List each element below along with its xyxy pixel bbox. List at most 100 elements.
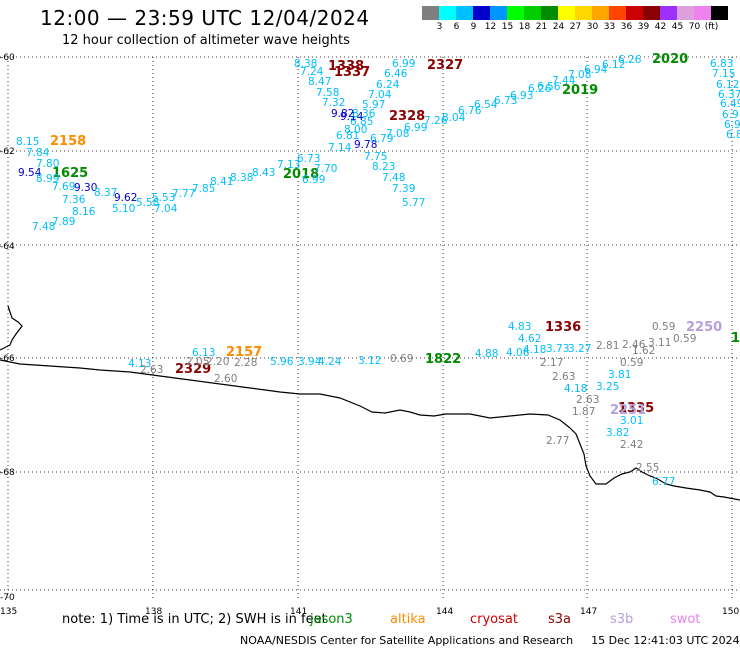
track-time-label: 2020 [652, 52, 688, 67]
wave-height-label: 6.46 [384, 68, 408, 80]
wave-height-label: 8.00 [344, 124, 367, 136]
legend-item-cryosat: cryosat [470, 612, 518, 627]
wave-height-label: 7.13 [277, 159, 300, 171]
wave-height-label: 0.59 [673, 333, 696, 345]
wave-height-label: 5.53 [152, 192, 175, 204]
colorbar-tick-label: (ft) [704, 22, 719, 32]
wave-height-label: 9.62 [114, 192, 137, 204]
colorbar-swatch [524, 6, 541, 20]
track-time-label: 1625 [52, 166, 88, 181]
longitude-tick-label: 141 [290, 607, 307, 617]
wave-height-label: 6.37 [718, 89, 740, 101]
colorbar-tick-label: 30 [586, 22, 599, 32]
colorbar-tick-label: 42 [654, 22, 667, 32]
wave-height-label: 9.54 [18, 167, 42, 179]
wave-height-label: 3.11 [648, 337, 671, 349]
colorbar-swatch [422, 6, 439, 20]
wave-height-label: 8.99 [36, 173, 59, 185]
wave-height-label: 6.94 [584, 64, 608, 76]
colorbar-swatch [575, 6, 592, 20]
track-time-label: 2328 [389, 109, 425, 124]
wave-height-label: 3.82 [606, 427, 629, 439]
wave-height-label: 8.16 [72, 206, 96, 218]
wave-height-label: 3.94 [298, 356, 322, 368]
wave-height-label: 3.01 [620, 415, 643, 427]
track-time-label: 2019 [562, 83, 598, 98]
longitude-tick-label: 147 [580, 607, 597, 617]
wave-height-label: 7.08 [568, 69, 591, 81]
wave-height-label: 3.81 [608, 369, 631, 381]
wave-height-label: 7.48 [32, 221, 55, 233]
wave-height-label: 8.37 [94, 187, 117, 199]
latitude-tick-label: -60 [0, 53, 15, 63]
wave-height-label: 7.14 [328, 142, 352, 154]
wave-height-label: 8.23 [372, 161, 395, 173]
track-time-label: 2251 [610, 403, 646, 418]
wave-height-label: 6.73 [494, 95, 517, 107]
wave-height-label: 6.93 [510, 90, 533, 102]
wave-height-label: 7.69 [52, 181, 75, 193]
colorbar-tick-label: 24 [552, 22, 565, 32]
colorbar-swatch [558, 6, 575, 20]
colorbar-swatch [541, 6, 558, 20]
colorbar-swatch [609, 6, 626, 20]
track-time-label: 2158 [50, 134, 86, 149]
wave-height-label: 7.80 [36, 158, 59, 170]
wave-height-label: 3.27 [568, 343, 591, 355]
track-time-label: 2157 [226, 345, 262, 360]
wave-height-label: 4.13 [128, 358, 151, 370]
note-text: note: 1) Time is in UTC; 2) SWH is in fe… [62, 612, 327, 627]
wave-height-label: 7.04 [154, 203, 178, 215]
wave-height-label: 4.18 [523, 344, 546, 356]
wave-height-label: 6.54 [474, 99, 498, 111]
colorbar-tick-label: 27 [569, 22, 582, 32]
wave-height-label: 6.81 [336, 130, 359, 142]
wave-height-label: 7.36 [62, 194, 86, 206]
longitude-tick-label: 138 [145, 607, 162, 617]
wave-height-label: 7.44 [552, 75, 576, 87]
colorbar-swatch [473, 6, 490, 20]
lat-lon-grid [0, 56, 740, 600]
wave-height-label: 8.47 [308, 76, 331, 88]
wave-height-label: 2.42 [620, 439, 643, 451]
colorbar-tick-label: 15 [501, 22, 514, 32]
track-time-label: 2329 [175, 362, 211, 377]
colorbar-tick-label: 39 [637, 22, 650, 32]
wave-height-label: 2.63 [552, 371, 575, 383]
legend-item-s3a: s3a [548, 612, 572, 627]
wave-height-label: 7.15 [712, 68, 735, 80]
wave-height-label: 7.85 [192, 183, 215, 195]
colorbar-tick-label: 3 [436, 22, 443, 32]
longitude-tick-label: 144 [436, 607, 453, 617]
colorbar-tick-label: 33 [603, 22, 616, 32]
wave-height-label: 7.89 [52, 216, 75, 228]
colorbar-swatch [711, 6, 728, 20]
wave-height-label: 6.99 [392, 58, 415, 70]
colorbar-tick-label: 21 [535, 22, 548, 32]
wave-height-label: 7.75 [364, 151, 387, 163]
legend-item-altika: altika [390, 612, 426, 627]
wave-height-label: 9.30 [74, 182, 97, 194]
wave-height-label: 2.63 [140, 364, 163, 376]
track-time-label: 1337 [334, 65, 370, 80]
wave-height-label: 6.73 [297, 153, 320, 165]
wave-height-label: 6.49 [720, 98, 740, 110]
wave-height-label: 4.88 [475, 348, 498, 360]
wave-height-label: 1.62 [632, 345, 655, 357]
colorbar-swatch [490, 6, 507, 20]
wave-height-label: 9.14 [340, 111, 364, 123]
footer-org: NOAA/NESDIS Center for Satellite Applica… [240, 634, 574, 647]
wave-height-label: 5.77 [402, 197, 425, 209]
wave-height-label: 6.13 [192, 347, 215, 359]
wave-height-label: 4.62 [518, 333, 541, 345]
colorbar-swatch [456, 6, 473, 20]
wave-height-label: 2.20 [206, 356, 229, 368]
wave-height-label: 6.26 [618, 54, 642, 66]
wave-height-label: 2.46 [622, 339, 646, 351]
wave-height-label: 4.24 [318, 356, 342, 368]
axis-tick-labels: 135 138 141 144 147 150 -60 -62 -64 -66 -68 -70 [0, 53, 739, 617]
wave-height-label: 8.43 [252, 167, 275, 179]
wave-height-label: 0.59 [652, 321, 675, 333]
wave-height-label: 2.63 [576, 394, 599, 406]
wave-height-label: 8.41 [210, 176, 233, 188]
